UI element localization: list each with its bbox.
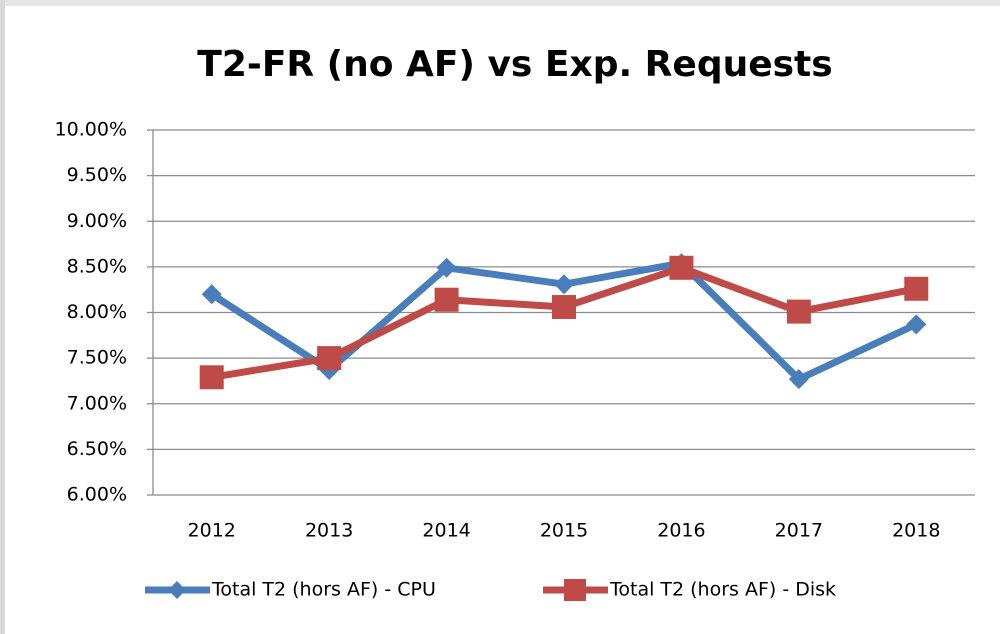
y-tick-label: 10.00% bbox=[55, 119, 127, 141]
y-tick-label: 9.50% bbox=[67, 164, 127, 186]
data-point bbox=[904, 276, 929, 301]
x-tick-label: 2014 bbox=[422, 520, 470, 542]
legend-label: Total T2 (hors AF) - Disk bbox=[609, 579, 836, 601]
y-tick-label: 7.00% bbox=[67, 392, 127, 414]
y-tick-label: 6.00% bbox=[67, 484, 127, 506]
chart-title: T2-FR (no AF) vs Exp. Requests bbox=[197, 44, 832, 85]
data-point bbox=[554, 274, 574, 295]
data-point bbox=[436, 257, 457, 278]
y-tick-label: 9.00% bbox=[67, 210, 127, 232]
x-tick-label: 2012 bbox=[188, 520, 236, 542]
y-tick-label: 7.50% bbox=[67, 347, 127, 369]
y-tick-label: 6.50% bbox=[67, 438, 127, 460]
data-point bbox=[669, 255, 694, 280]
data-point bbox=[317, 346, 342, 371]
x-tick-label: 2017 bbox=[775, 520, 823, 542]
data-point bbox=[786, 299, 811, 324]
data-point bbox=[199, 365, 224, 390]
data-point bbox=[788, 369, 809, 390]
data-point bbox=[552, 295, 576, 320]
x-tick-label: 2013 bbox=[305, 520, 353, 542]
top-strip bbox=[0, 0, 1000, 6]
x-tick-label: 2018 bbox=[892, 520, 940, 542]
data-point bbox=[906, 314, 927, 335]
legend-marker bbox=[168, 581, 186, 599]
y-tick-label: 8.00% bbox=[67, 301, 127, 323]
data-point bbox=[201, 284, 222, 305]
legend-marker bbox=[564, 579, 586, 601]
left-strip bbox=[0, 0, 5, 634]
data-point bbox=[434, 287, 459, 312]
x-tick-label: 2015 bbox=[540, 520, 588, 542]
x-tick-label: 2016 bbox=[657, 520, 705, 542]
legend-label: Total T2 (hors AF) - CPU bbox=[211, 579, 436, 601]
y-tick-label: 8.50% bbox=[67, 255, 127, 277]
